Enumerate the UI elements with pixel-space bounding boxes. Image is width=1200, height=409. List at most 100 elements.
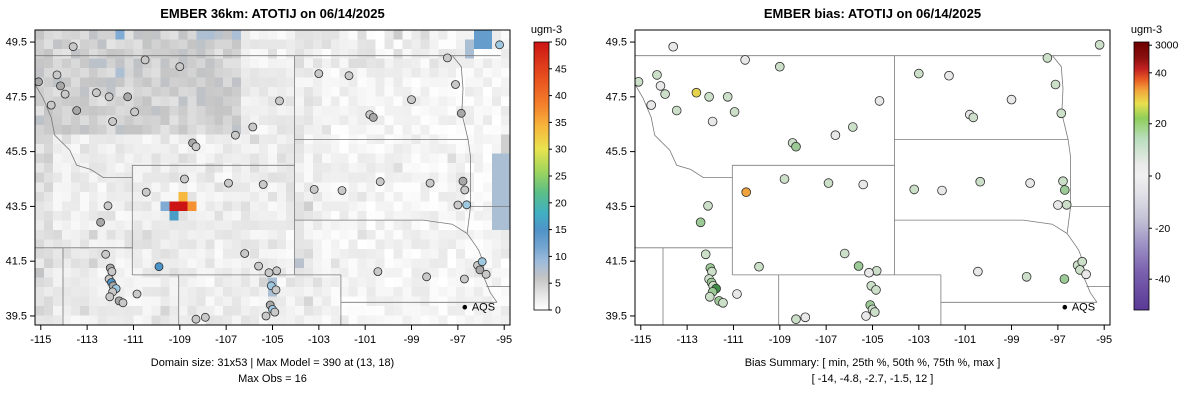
obs-point (1058, 176, 1068, 187)
obs-point (475, 265, 485, 275)
model-map-plot: -115 -113 -111 -109 -107 -105 -103 -101 -99 -97 -9… (6, 24, 567, 346)
left-obs-points (35, 40, 505, 324)
obs-point (407, 95, 416, 104)
aqs-legend-dot (1062, 304, 1068, 310)
state-borders (635, 55, 1110, 325)
y-tick-label: 49.5 (6, 37, 27, 49)
obs-point (422, 272, 432, 282)
obs-point (230, 130, 240, 140)
colorbar-tick-label: 40 (1155, 67, 1167, 79)
obs-point (140, 55, 150, 65)
obs-point (271, 285, 281, 295)
obs-point (52, 70, 62, 80)
obs-point (72, 106, 82, 115)
right-colorbar (1133, 41, 1150, 311)
x-tick-label: -115 (630, 334, 651, 346)
obs-point (314, 69, 324, 78)
obs-point (175, 62, 185, 72)
obs-point (60, 89, 70, 99)
obs-point (1059, 274, 1070, 284)
obs-point (652, 70, 662, 80)
obs-point (373, 267, 383, 277)
x-tick-label: -107 (815, 334, 837, 346)
colorbar-unit-label: ugm-3 (1131, 24, 1162, 36)
obs-point (224, 178, 233, 188)
obs-point (254, 261, 264, 271)
obs-point (248, 122, 258, 132)
obs-point (154, 262, 164, 272)
obs-point (700, 249, 711, 260)
obs-point (646, 100, 656, 110)
obs-point (848, 122, 858, 132)
obs-point (56, 81, 65, 91)
colorbar-tick-label: 30 (555, 144, 567, 156)
obs-point (451, 80, 460, 89)
obs-point (258, 180, 268, 189)
obs-point (375, 177, 385, 187)
y-tick-label: 39.5 (606, 310, 627, 322)
obs-point (1053, 200, 1063, 210)
colorbar-tick-label: 45 (555, 63, 567, 75)
x-tick-label: -95 (496, 334, 512, 346)
colorbar-unit-label: ugm-3 (531, 24, 562, 36)
x-tick-label: -109 (169, 334, 191, 346)
obs-point (660, 89, 670, 99)
x-tick-label: -113 (677, 334, 698, 346)
aqs-legend-label: AQS (472, 302, 495, 314)
model-plot-title: EMBER 36km: ATOTIJ on 06/14/2025 (160, 6, 385, 21)
obs-point (705, 291, 715, 302)
obs-point (344, 71, 354, 81)
obs-point (103, 201, 113, 211)
colorbar-tick-label: 5 (555, 278, 561, 290)
obs-point (668, 41, 678, 52)
bias-map-plot: -115 -113 -111 -109 -107 -105 -103 -101 -99 -97 -9… (606, 24, 1179, 346)
obs-point (869, 307, 880, 317)
y-tick-label: 39.5 (6, 310, 27, 322)
obs-point (275, 96, 284, 106)
x-tick-label: -111 (123, 334, 143, 346)
obs-point (191, 314, 201, 324)
obs-point (1025, 178, 1035, 188)
obs-point (425, 178, 435, 188)
x-tick-label: -111 (723, 334, 743, 346)
obs-point (1050, 79, 1061, 90)
obs-point (46, 100, 56, 110)
obs-point (839, 248, 850, 259)
obs-point (775, 61, 785, 72)
bias-plot-title: EMBER bias: ATOTIJ on 06/14/2025 (763, 6, 982, 21)
obs-point (272, 266, 282, 276)
x-tick-label: -101 (954, 334, 976, 346)
obs-point (635, 77, 644, 87)
x-tick-label: -113 (77, 334, 98, 346)
obs-point (741, 187, 752, 198)
obs-point (791, 314, 801, 325)
obs-point (909, 184, 920, 195)
aqs-legend-dot (462, 304, 468, 310)
obs-point (309, 184, 319, 194)
y-tick-label: 47.5 (6, 91, 27, 103)
colorbar-tick-label: 25 (555, 171, 567, 183)
obs-point (458, 176, 468, 186)
right-axes: -115 -113 -111 -109 -107 -105 -103 -101 -99 -97 -9… (606, 37, 1113, 346)
obs-point (704, 92, 714, 102)
x-tick-label: -107 (215, 334, 237, 346)
model-raster (35, 30, 511, 326)
obs-point (718, 297, 728, 308)
right-obs-points (635, 39, 1105, 325)
x-tick-label: -105 (861, 334, 883, 346)
colorbar-tick-label: 3000 (1155, 40, 1179, 52)
obs-point (130, 107, 140, 117)
obs-point (462, 200, 472, 210)
right-colorbar-ticks: 3000 40 20 0 -20 -40 (1149, 40, 1179, 286)
model-caption-maxobs: Max Obs = 16 (238, 373, 307, 385)
obs-point (460, 185, 470, 195)
obs-point (937, 185, 947, 196)
bias-caption-summary-values: [ -14, -4.8, -2.7, -1.5, 12 ] (811, 373, 934, 385)
y-tick-label: 49.5 (606, 37, 627, 49)
obs-point (191, 142, 201, 152)
obs-point (108, 117, 117, 126)
y-tick-label: 43.5 (6, 201, 27, 213)
x-tick-label: -103 (908, 334, 930, 346)
obs-point (1061, 200, 1072, 210)
